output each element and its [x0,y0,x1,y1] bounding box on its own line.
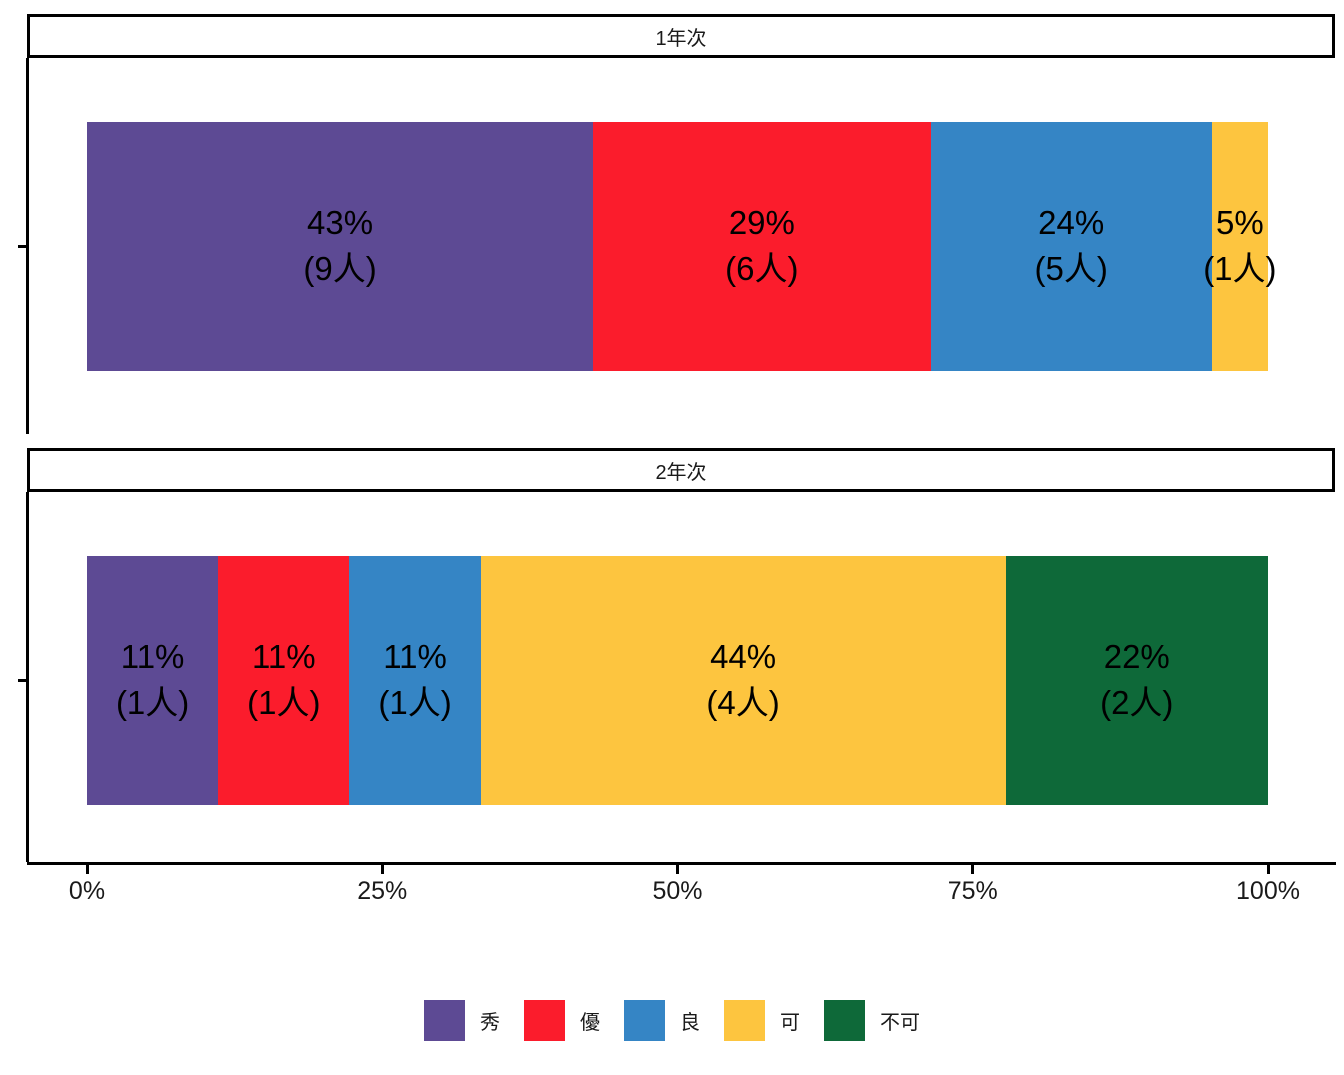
legend-label: 優 [580,1012,600,1034]
bar-segment-可: 44% (4人) [480,556,1006,805]
legend-label: 秀 [480,1012,500,1034]
legend-swatch [424,1000,465,1041]
x-tick [676,865,679,874]
x-tick-label: 100% [1236,877,1300,905]
segment-label: 22% (2人) [1100,637,1174,722]
legend-swatch [824,1000,865,1041]
bar-segment-可: 5% (1人) [1203,122,1277,371]
legend-item-秀: 秀 [424,1000,500,1041]
segment-label: 11% (1人) [115,637,190,722]
bar-segment-優: 11% (1人) [218,556,350,805]
x-axis-line [27,862,1336,865]
bar-segment-優: 29% (6人) [593,122,931,371]
x-tick [1266,865,1270,874]
facet-year2-y-tick [18,679,27,682]
segment-label: 43% (9人) [303,203,377,288]
facet-year1-strip: 1年次 [27,14,1335,58]
x-tick-label: 0% [68,877,106,905]
stacked-bar-year2: 11% (1人) 11% (1人) 11% (1人) 44% (4人) 22% (2人) [87,556,1268,805]
bar-segment-良: 24% (5人) [930,122,1212,371]
bar-segment-秀: 11% (1人) [87,556,219,805]
segment-label: 24% (5人) [1034,203,1108,288]
segment-label: 11% (1人) [378,637,452,722]
facet-year1-y-axis-line [26,58,29,434]
legend-label: 可 [780,1012,800,1034]
segment-label: 29% (6人) [725,203,799,288]
facet-year2-y-axis-line [26,492,29,862]
legend-label: 良 [680,1012,700,1034]
legend-swatch [624,1000,665,1041]
legend-item-優: 優 [524,1000,600,1041]
x-tick-label: 75% [947,877,998,905]
facet-year2-strip-label: 2年次 [655,461,707,484]
x-tick-label: 25% [357,877,408,905]
x-tick [971,865,975,874]
bar-segment-良: 11% (1人) [349,556,481,805]
bar-segment-秀: 43% (9人) [87,122,594,371]
segment-label: 11% (1人) [247,637,321,722]
legend-label: 不可 [880,1012,920,1034]
legend-swatch [724,1000,765,1041]
legend-item-可: 可 [724,1000,800,1041]
legend-item-不可: 不可 [824,1000,920,1041]
segment-label: 44% (4人) [706,637,780,722]
x-tick [380,865,384,874]
legend-swatch [524,1000,565,1041]
facet-year1-strip-label: 1年次 [655,27,707,50]
facet-year2-strip: 2年次 [27,448,1335,492]
bar-segment-不可: 22% (2人) [1005,556,1268,805]
legend: 秀 優 良 可 不可 [0,1000,1344,1041]
x-tick-label: 50% [652,877,703,905]
x-tick [85,865,89,874]
facet-year1-y-tick [18,245,27,248]
legend-item-良: 良 [624,1000,700,1041]
stacked-bar-year1: 43% (9人) 29% (6人) 24% (5人) 5% (1人) [87,122,1277,371]
segment-label: 5% (1人) [1203,203,1277,288]
